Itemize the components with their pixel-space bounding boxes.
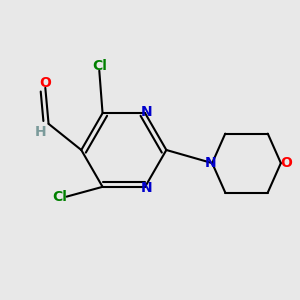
Text: Cl: Cl: [52, 190, 68, 204]
Text: N: N: [141, 182, 152, 196]
Text: N: N: [205, 156, 216, 170]
Text: H: H: [34, 125, 46, 139]
Text: O: O: [39, 76, 51, 90]
Text: Cl: Cl: [92, 59, 107, 73]
Text: O: O: [280, 156, 292, 170]
Text: N: N: [141, 104, 152, 118]
